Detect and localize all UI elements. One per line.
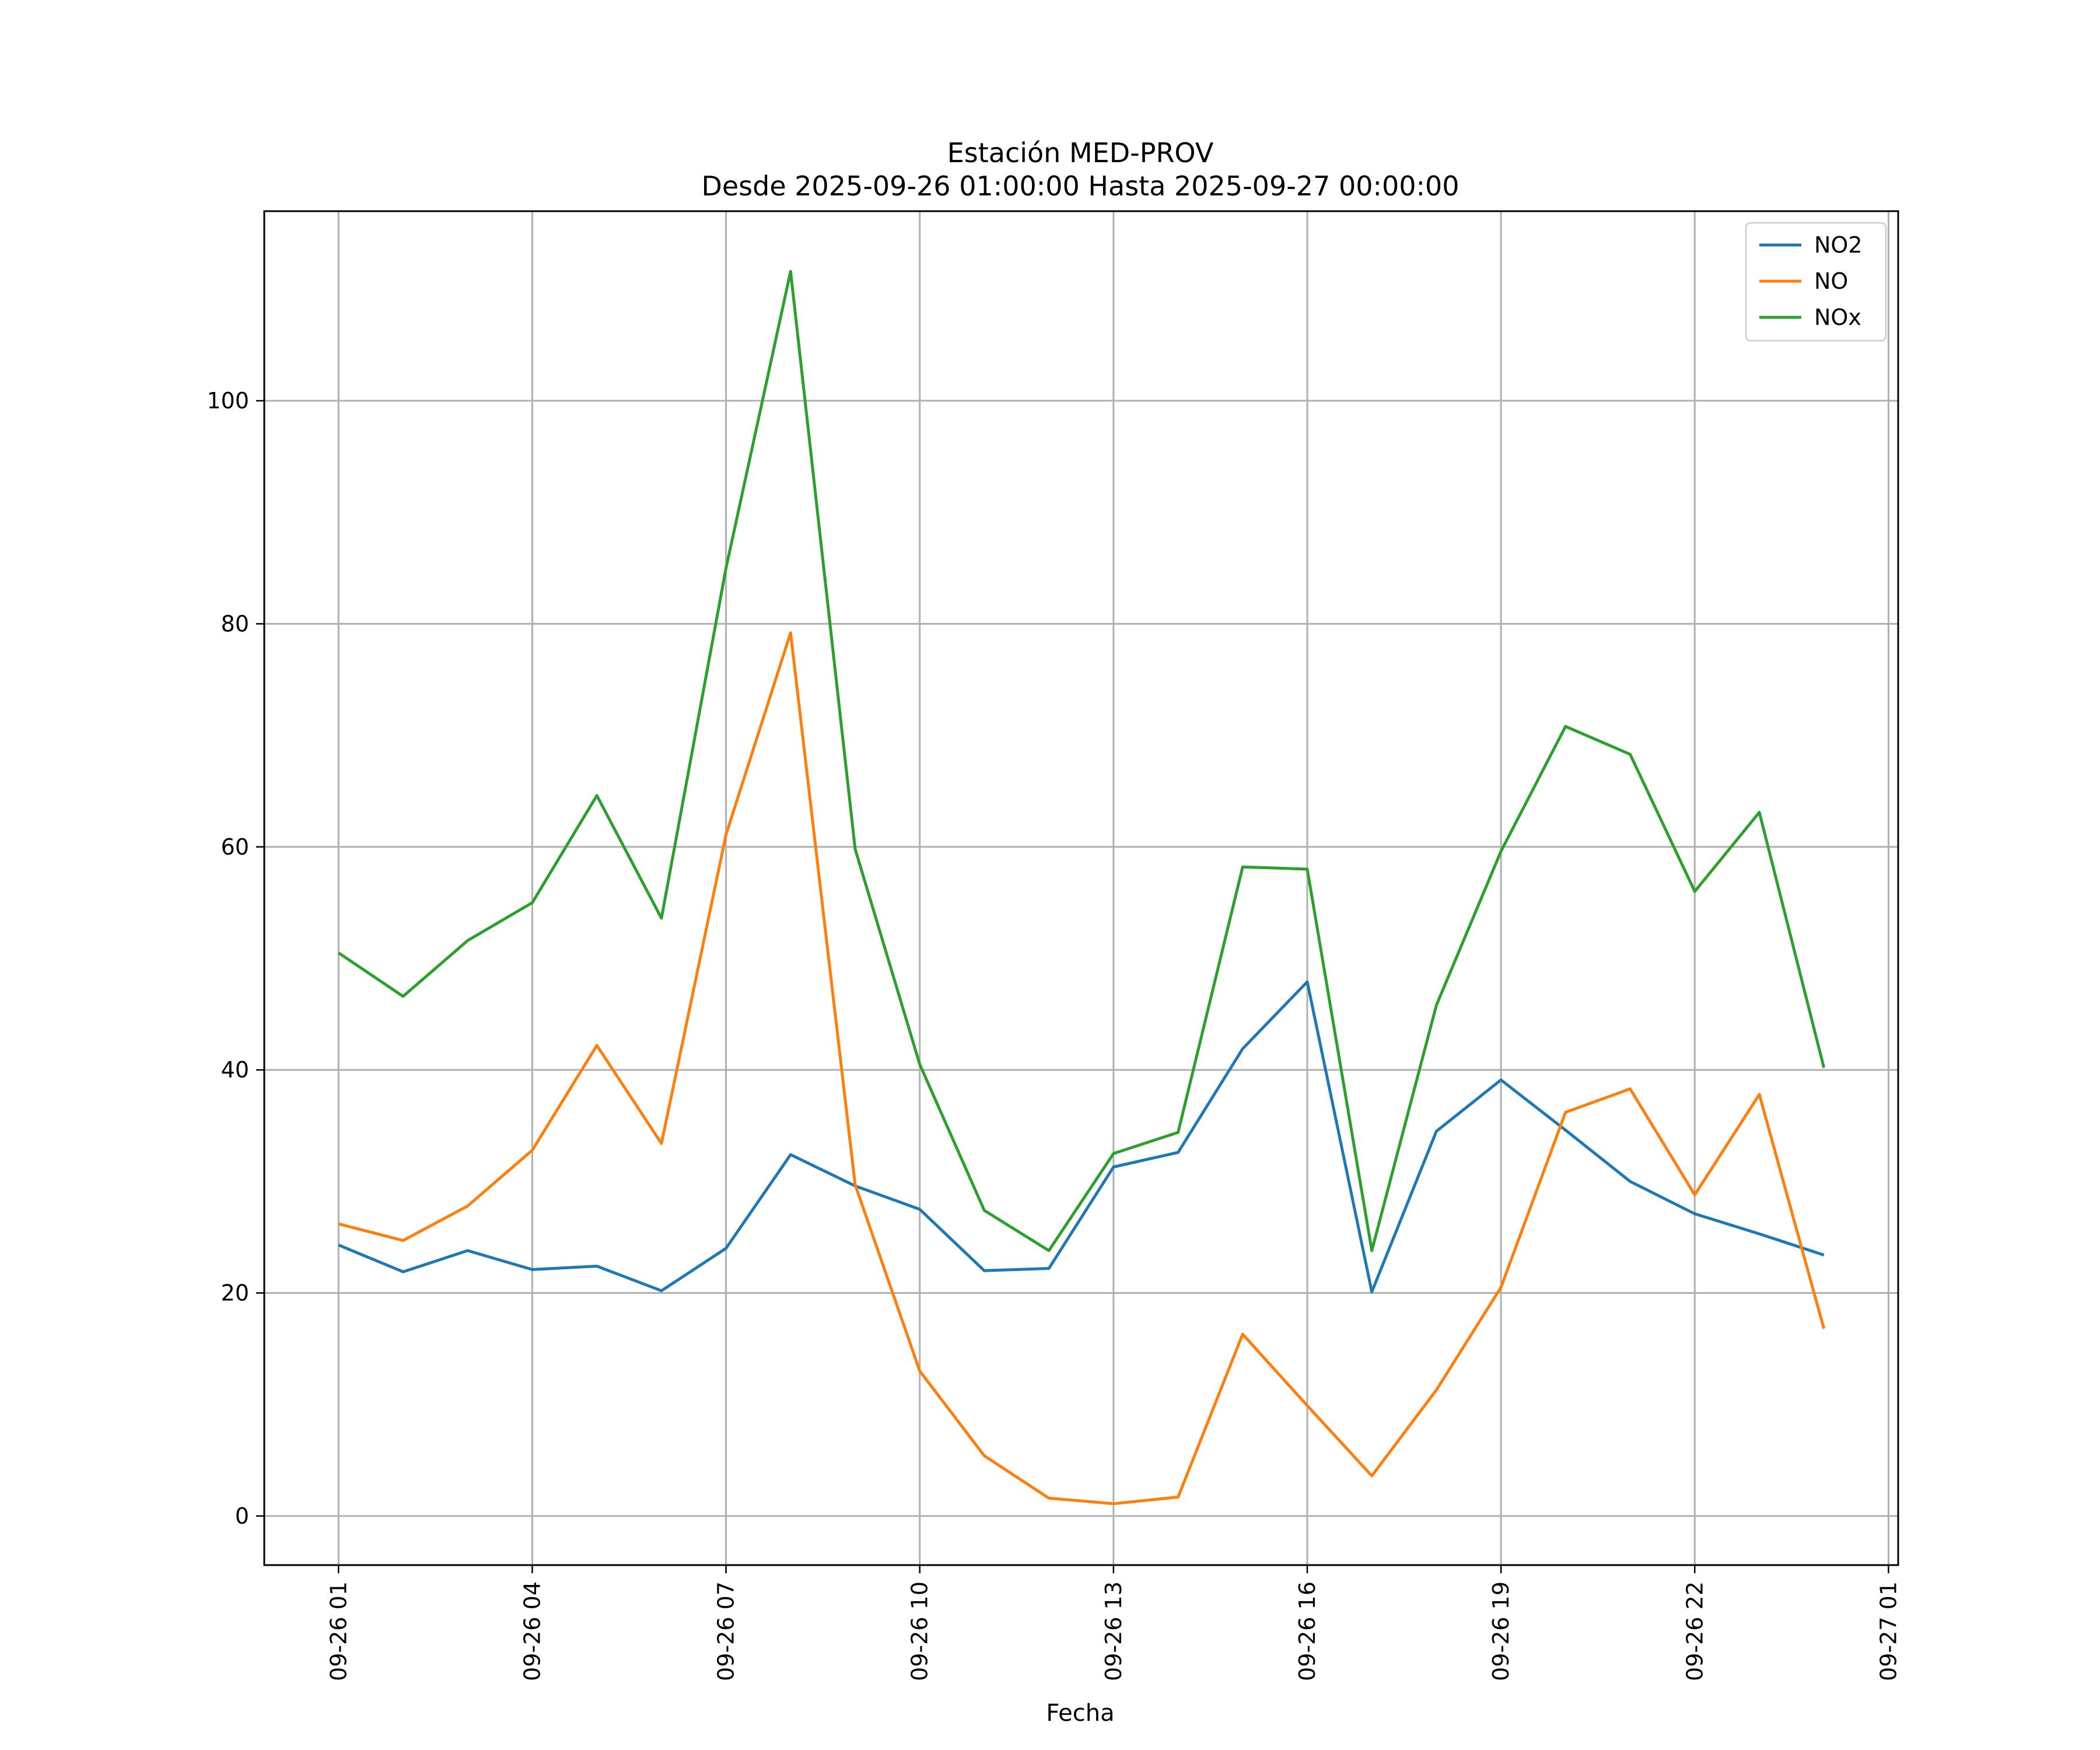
y-tick-label: 100 bbox=[206, 388, 249, 414]
plot-frame bbox=[263, 210, 1899, 1566]
y-tick-label: 80 bbox=[221, 611, 249, 636]
legend-box bbox=[1745, 222, 1887, 342]
y-tick-label: 20 bbox=[221, 1280, 249, 1306]
x-tick-label: 09-26 19 bbox=[1488, 1581, 1514, 1681]
x-tick-label: 09-26 22 bbox=[1682, 1581, 1707, 1681]
legend-label-nox: NOx bbox=[1814, 304, 1861, 330]
series-line-no2 bbox=[338, 980, 1825, 1294]
chart-subtitle: Desde 2025-09-26 01:00:00 Hasta 2025-09-… bbox=[701, 170, 1459, 202]
x-tick-label: 09-26 16 bbox=[1294, 1581, 1320, 1681]
grid bbox=[264, 211, 1898, 1565]
x-axis: 09-26 01 09-26 04 09-26 07 09-26 10 09-26 13… bbox=[326, 1565, 1901, 1681]
series-layer bbox=[337, 270, 1826, 1506]
y-tick-label: 0 bbox=[235, 1503, 249, 1529]
series-line-no bbox=[338, 631, 1826, 1506]
x-tick-label: 09-26 13 bbox=[1101, 1581, 1126, 1681]
x-tick-label: 09-26 10 bbox=[907, 1581, 933, 1681]
legend-label-no: NO bbox=[1814, 268, 1848, 294]
x-tick-label: 09-26 04 bbox=[519, 1581, 545, 1681]
legend-label-no2: NO2 bbox=[1814, 232, 1863, 258]
chart-title: Estación MED-PROV bbox=[947, 137, 1214, 169]
x-tick-label: 09-27 01 bbox=[1875, 1581, 1901, 1681]
x-tick-label: 09-26 07 bbox=[713, 1581, 739, 1681]
x-tick-label: 09-26 01 bbox=[326, 1581, 351, 1681]
y-tick-label: 40 bbox=[221, 1057, 249, 1083]
y-axis: 0 20 40 60 80 100 bbox=[206, 388, 264, 1529]
y-tick-label: 60 bbox=[221, 834, 249, 860]
series-line-nox bbox=[337, 270, 1826, 1252]
x-axis-label: Fecha bbox=[1046, 1700, 1114, 1727]
legend-items: NO2 NO NOx bbox=[1759, 232, 1863, 330]
legend: NO2 NO NOx bbox=[1745, 222, 1887, 342]
